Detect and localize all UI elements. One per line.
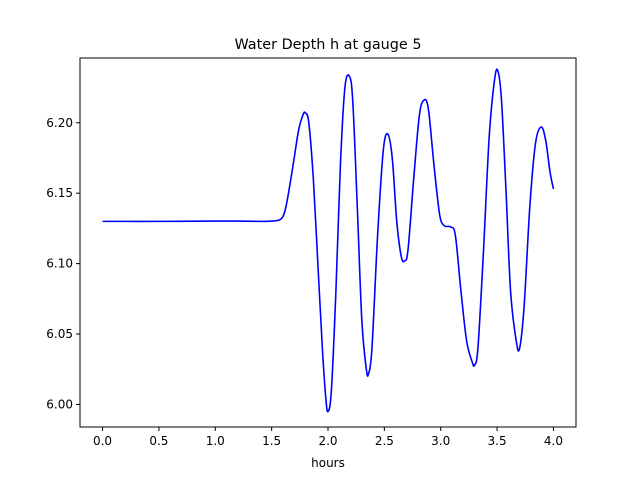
y-tick-label: 6.20: [46, 116, 73, 130]
series-line-0: [102, 68, 555, 413]
x-tick-label: 2.0: [318, 434, 337, 448]
y-tick-label: 6.15: [46, 186, 73, 200]
x-tick-label: 3.5: [488, 434, 507, 448]
y-tick-label: 6.00: [46, 397, 73, 411]
x-tick-label: 3.0: [431, 434, 450, 448]
series-layer: [102, 68, 555, 413]
y-axis: 6.00 6.05 6.10 6.15 6.20: [46, 116, 80, 411]
x-tick-label: 2.5: [375, 434, 394, 448]
x-axis: 0.0 0.5 1.0 1.5 2.0 2.5 3.0 3.5 4.0: [93, 427, 563, 448]
x-tick-label: 0.5: [149, 434, 168, 448]
x-axis-label: hours: [311, 456, 345, 470]
x-tick-label: 4.0: [544, 434, 563, 448]
x-tick-label: 1.5: [262, 434, 281, 448]
x-tick-label: 1.0: [206, 434, 225, 448]
x-tick-label: 0.0: [93, 434, 112, 448]
chart-title: Water Depth h at gauge 5: [234, 37, 421, 53]
y-tick-label: 6.10: [46, 257, 73, 271]
y-tick-label: 6.05: [46, 327, 73, 341]
